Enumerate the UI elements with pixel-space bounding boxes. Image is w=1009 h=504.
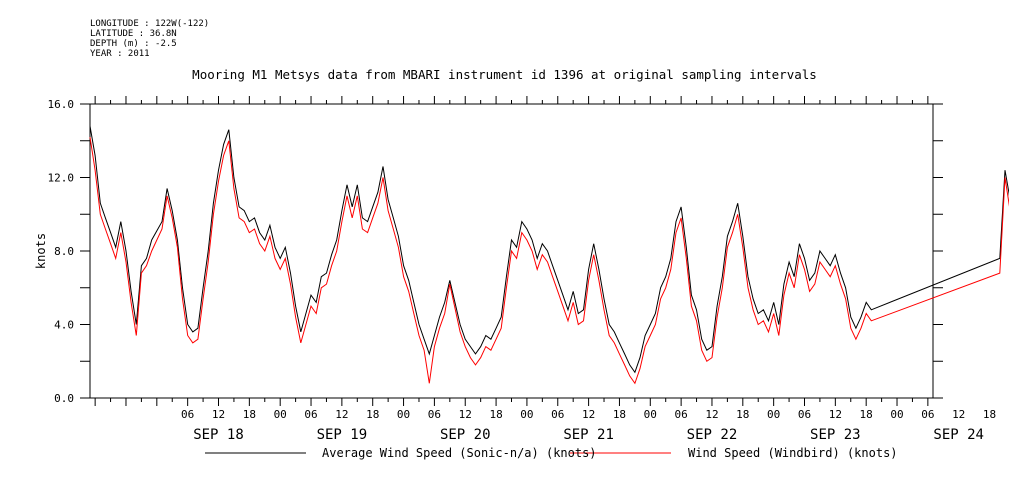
x-tick-label: 12 bbox=[459, 408, 472, 421]
x-tick-label: 18 bbox=[613, 408, 626, 421]
meta-longitude: LONGITUDE : 122W(-122) bbox=[90, 19, 210, 29]
x-tick-label: 18 bbox=[736, 408, 749, 421]
x-tick-label: 06 bbox=[921, 408, 934, 421]
x-tick-label: 18 bbox=[366, 408, 379, 421]
y-tick-label: 8.0 bbox=[54, 245, 74, 258]
x-tick-label: 00 bbox=[890, 408, 903, 421]
x-tick-label: 12 bbox=[212, 408, 225, 421]
x-tick-label: 18 bbox=[243, 408, 256, 421]
x-day-label: SEP 18 bbox=[193, 427, 244, 443]
x-tick-label: 06 bbox=[551, 408, 564, 421]
x-tick-label: 18 bbox=[860, 408, 873, 421]
meta-year: YEAR : 2011 bbox=[90, 49, 150, 59]
x-day-label: SEP 19 bbox=[317, 427, 368, 443]
metadata-block: LONGITUDE : 122W(-122) LATITUDE : 36.8N … bbox=[90, 19, 209, 59]
series-line-windbird bbox=[89, 137, 1009, 385]
y-tick-label: 16.0 bbox=[48, 98, 75, 111]
x-tick-label: 12 bbox=[829, 408, 842, 421]
meta-latitude: LATITUDE : 36.8N bbox=[90, 29, 177, 39]
y-tick-label: 12.0 bbox=[48, 172, 75, 185]
x-tick-label: 06 bbox=[181, 408, 194, 421]
y-tick-label: 0.0 bbox=[54, 392, 74, 405]
x-tick-label: 06 bbox=[304, 408, 317, 421]
x-day-label: SEP 20 bbox=[440, 427, 491, 443]
x-tick-label: 00 bbox=[767, 408, 780, 421]
x-tick-label: 06 bbox=[428, 408, 441, 421]
y-axis-label: knots bbox=[34, 233, 48, 269]
chart-title: Mooring M1 Metsys data from MBARI instru… bbox=[192, 67, 817, 82]
x-day-label: SEP 23 bbox=[810, 427, 861, 443]
x-day-label: SEP 21 bbox=[563, 427, 614, 443]
x-tick-label: 00 bbox=[397, 408, 410, 421]
x-tick-label: 00 bbox=[520, 408, 533, 421]
x-day-label: SEP 22 bbox=[687, 427, 738, 443]
series-line-average-wind bbox=[89, 126, 1009, 374]
y-tick-label: 4.0 bbox=[54, 319, 74, 332]
x-tick-label: 18 bbox=[983, 408, 996, 421]
x-day-label: SEP 24 bbox=[933, 427, 984, 443]
x-tick-label: 06 bbox=[675, 408, 688, 421]
x-tick-label: 00 bbox=[274, 408, 287, 421]
x-tick-label: 12 bbox=[582, 408, 595, 421]
x-tick-label: 00 bbox=[644, 408, 657, 421]
x-tick-label: 06 bbox=[798, 408, 811, 421]
x-tick-label: 12 bbox=[705, 408, 718, 421]
meta-depth: DEPTH (m) : -2.5 bbox=[90, 39, 177, 49]
x-tick-label: 18 bbox=[489, 408, 502, 421]
x-tick-label: 12 bbox=[335, 408, 348, 421]
legend-label-windbird: Wind Speed (Windbird) (knots) bbox=[688, 446, 898, 460]
x-tick-label: 12 bbox=[952, 408, 965, 421]
legend-label-average-wind: Average Wind Speed (Sonic-n/a) (knots) bbox=[322, 446, 597, 460]
